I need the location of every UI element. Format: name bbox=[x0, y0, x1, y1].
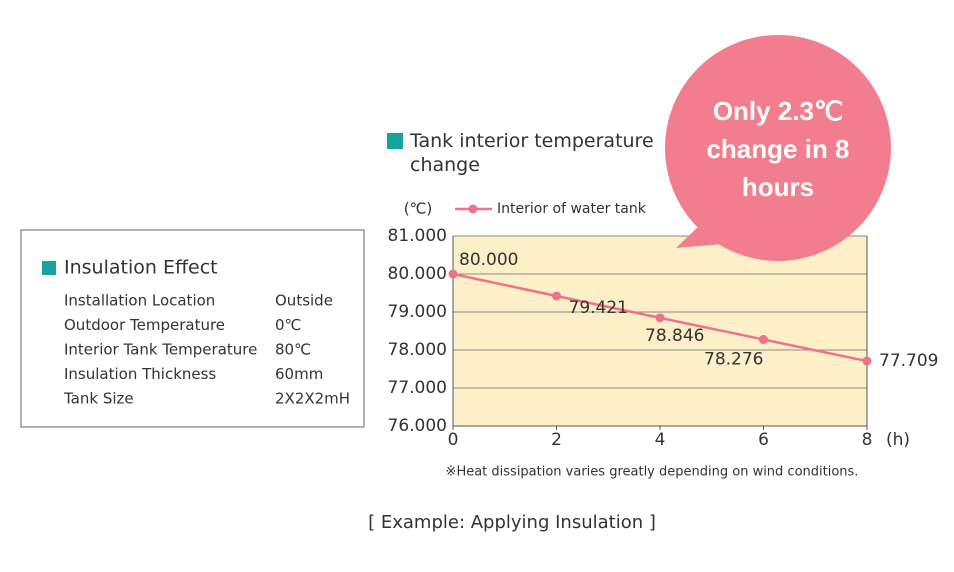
data-point bbox=[655, 313, 665, 323]
info-label: Insulation Thickness bbox=[64, 365, 216, 383]
info-icon bbox=[42, 261, 56, 275]
x-tick-label: 6 bbox=[758, 430, 769, 450]
x-tick-label: 0 bbox=[448, 430, 459, 450]
chart-icon bbox=[387, 133, 403, 149]
value-label: 78.846 bbox=[645, 326, 704, 346]
value-label: 77.709 bbox=[879, 351, 938, 371]
y-tick-label: 79.000 bbox=[388, 302, 447, 322]
value-label: 78.276 bbox=[704, 350, 763, 370]
info-box bbox=[20, 229, 365, 428]
note: ※Heat dissipation varies greatly dependi… bbox=[446, 465, 859, 480]
y-tick-label: 81.000 bbox=[388, 226, 447, 246]
x-tick-label: 4 bbox=[655, 430, 666, 450]
x-axis-label: (h) bbox=[886, 430, 910, 450]
y-tick-label: 76.000 bbox=[388, 416, 447, 436]
callout-text: Only 2.3℃ change in 8 hours bbox=[706, 96, 850, 202]
info-title: Insulation Effect bbox=[64, 257, 218, 279]
info-label: Outdoor Temperature bbox=[64, 316, 225, 334]
chart-title: Tank interior temperature change bbox=[410, 130, 654, 176]
data-point bbox=[759, 335, 768, 345]
info-label: Installation Location bbox=[64, 292, 215, 310]
y-tick-label: 77.000 bbox=[388, 378, 447, 398]
y-tick-label: 78.000 bbox=[388, 340, 447, 360]
legend-marker bbox=[468, 204, 478, 214]
legend-label: Interior of water tank bbox=[497, 201, 647, 217]
info-label: Interior Tank Temperature bbox=[64, 341, 257, 359]
callout-bubble bbox=[665, 35, 891, 261]
value-label: 79.421 bbox=[569, 298, 628, 318]
callout-tail bbox=[676, 225, 735, 248]
y-axis-label: (℃) bbox=[404, 200, 433, 218]
info-value: 0℃ bbox=[275, 316, 301, 334]
data-point bbox=[552, 291, 561, 301]
data-point bbox=[862, 356, 872, 366]
x-tick-label: 2 bbox=[551, 430, 562, 450]
info-value: Outside bbox=[275, 292, 333, 310]
caption: [ Example: Applying Insulation ] bbox=[368, 512, 656, 533]
info-value: 80℃ bbox=[275, 341, 311, 359]
info-value: 60mm bbox=[275, 365, 323, 383]
info-label: Tank Size bbox=[63, 390, 134, 408]
info-value: 2X2X2mH bbox=[275, 390, 350, 408]
data-point bbox=[448, 269, 458, 279]
plot-area bbox=[453, 236, 867, 426]
x-tick-label: 8 bbox=[862, 430, 873, 450]
value-label: 80.000 bbox=[459, 250, 518, 270]
y-tick-label: 80.000 bbox=[388, 264, 447, 284]
